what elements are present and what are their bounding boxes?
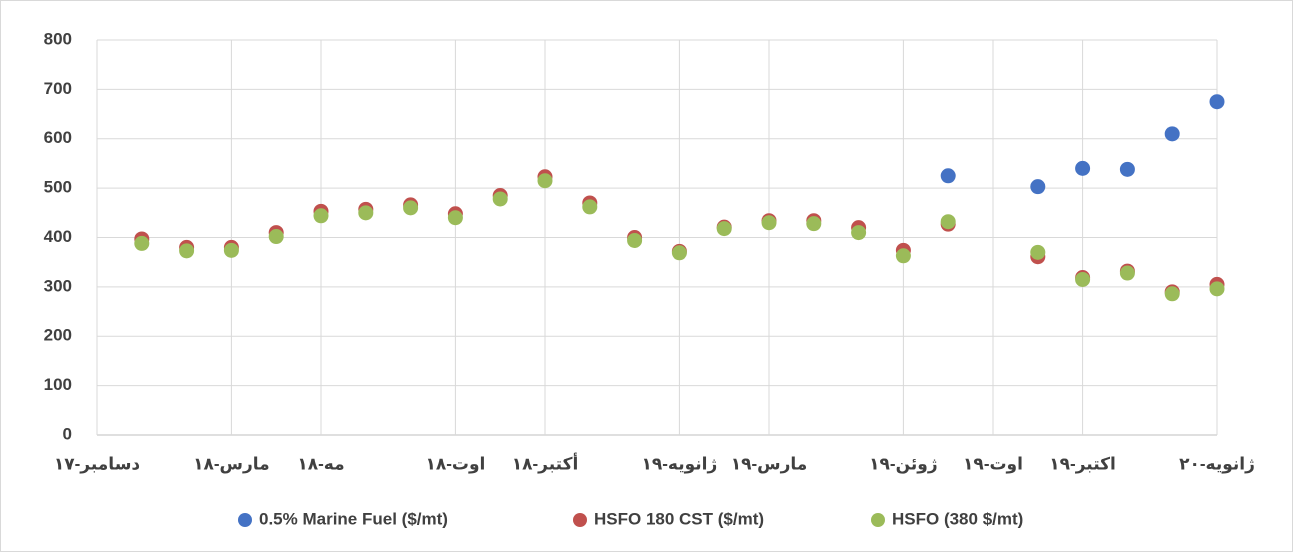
legend-label: HSFO (380 $/mt) <box>892 509 1023 528</box>
point <box>223 242 239 258</box>
point <box>582 199 598 215</box>
point <box>179 243 195 259</box>
x-tick-label: ژانویه-۱۹ <box>642 454 718 474</box>
x-tick-label: مه-۱۸ <box>297 454 344 473</box>
point <box>313 208 329 224</box>
point <box>1209 94 1225 110</box>
point <box>627 232 643 248</box>
y-tick-label: 700 <box>44 79 72 98</box>
x-tick-label: اوت-۱۹ <box>963 454 1023 474</box>
point <box>940 168 956 184</box>
y-tick-label: 600 <box>44 128 72 147</box>
legend-label: HSFO 180 CST ($/mt) <box>594 509 764 528</box>
x-tick-label: مارس-۱۸ <box>193 454 270 473</box>
x-tick-label: ژانویه-۲۰ <box>1179 454 1255 474</box>
point <box>358 205 374 221</box>
point <box>268 229 284 245</box>
point <box>403 200 419 216</box>
point <box>1030 244 1046 260</box>
y-tick-label: 100 <box>44 375 72 394</box>
y-tick-label: 300 <box>44 276 72 295</box>
point <box>492 191 508 207</box>
y-tick-label: 500 <box>44 178 72 197</box>
point <box>1030 179 1046 195</box>
point <box>806 216 822 232</box>
point <box>1164 286 1180 302</box>
point <box>447 210 463 226</box>
point <box>537 173 553 189</box>
legend-marker <box>238 513 252 527</box>
legend-label: 0.5% Marine Fuel ($/mt) <box>259 509 448 528</box>
x-tick-label: دسامبر-۱۷ <box>54 454 141 474</box>
y-tick-label: 800 <box>44 29 72 48</box>
x-tick-label: مارس-۱۹ <box>731 454 808 473</box>
point <box>1119 265 1135 281</box>
x-tick-label: اکتبر-۱۹ <box>1049 454 1116 474</box>
y-tick-label: 200 <box>44 326 72 345</box>
y-tick-label: 400 <box>44 227 72 246</box>
y-tick-label: 0 <box>63 424 72 443</box>
point <box>1209 281 1225 297</box>
point <box>761 215 777 231</box>
x-tick-label: اوت-۱۸ <box>425 454 485 474</box>
point <box>895 248 911 264</box>
point <box>1119 161 1135 177</box>
point <box>716 221 732 237</box>
point <box>1075 160 1091 176</box>
point <box>671 245 687 261</box>
x-tick-label: أکتبر-۱۸ <box>512 452 579 474</box>
point <box>1164 126 1180 142</box>
legend-marker <box>573 513 587 527</box>
x-tick-label: ژوئن-۱۹ <box>869 454 937 474</box>
legend-marker <box>871 513 885 527</box>
point <box>940 214 956 230</box>
point <box>134 235 150 251</box>
point <box>1075 271 1091 287</box>
point <box>851 225 867 241</box>
